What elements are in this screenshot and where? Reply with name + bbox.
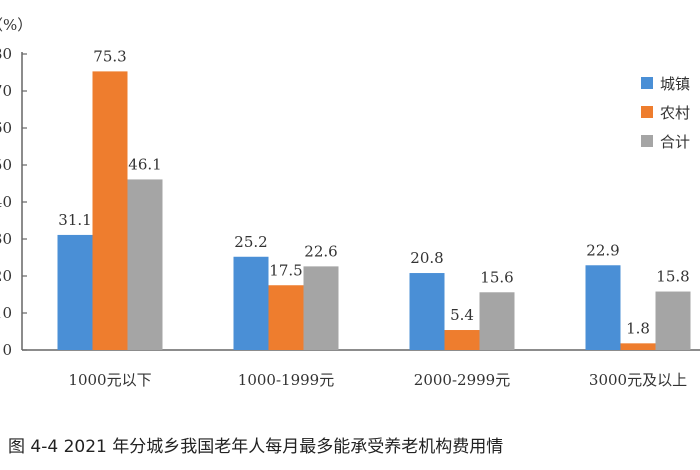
data-label: 75.3 xyxy=(93,47,126,65)
legend-label: 城镇 xyxy=(660,75,690,93)
data-label: 5.4 xyxy=(450,306,474,324)
data-label: 25.2 xyxy=(234,233,267,251)
x-tick-label: 2000-2999元 xyxy=(414,371,510,389)
y-tick-label: 40 xyxy=(0,193,12,211)
bar-城镇 xyxy=(585,265,621,350)
y-tick-label: 50 xyxy=(0,156,12,174)
legend-swatch xyxy=(641,77,653,89)
data-label: 22.9 xyxy=(586,241,619,259)
bar-合计 xyxy=(303,266,339,350)
bar-合计 xyxy=(127,179,163,350)
y-axis-label: （%） xyxy=(0,16,32,34)
x-tick-label: 1000元以下 xyxy=(68,371,151,389)
data-label: 15.6 xyxy=(480,268,513,286)
data-label: 17.5 xyxy=(269,261,302,279)
legend-label: 合计 xyxy=(660,133,690,151)
chart-title: 图 4-4 2021 年分城乡我国老年人每月最多能承受养老机构费用情 xyxy=(8,437,504,457)
y-tick-label: 70 xyxy=(0,82,12,100)
y-tick-label: 30 xyxy=(0,230,12,248)
bar-农村 xyxy=(92,71,128,350)
y-tick-label: 0 xyxy=(2,341,12,359)
y-tick-label: 60 xyxy=(0,119,12,137)
bar-合计 xyxy=(479,292,515,350)
legend-label: 农村 xyxy=(660,104,690,122)
bar-农村 xyxy=(620,343,656,350)
data-label: 46.1 xyxy=(128,155,161,173)
x-tick-label: 1000-1999元 xyxy=(238,371,334,389)
bar-城镇 xyxy=(57,234,93,350)
y-tick-label: 20 xyxy=(0,267,12,285)
bar-农村 xyxy=(444,330,480,350)
bar-合计 xyxy=(655,291,691,350)
legend-swatch xyxy=(641,135,653,147)
y-tick-label: 10 xyxy=(0,304,12,322)
data-label: 31.1 xyxy=(58,211,91,229)
bar-城镇 xyxy=(233,256,269,350)
x-tick-label: 3000元及以上 xyxy=(589,371,687,389)
data-label: 1.8 xyxy=(626,319,650,337)
bar-城镇 xyxy=(409,273,445,350)
bar-农村 xyxy=(268,285,304,350)
y-tick-label: 80 xyxy=(0,45,12,63)
data-label: 22.6 xyxy=(304,242,337,260)
data-label: 15.8 xyxy=(656,268,689,286)
legend-swatch xyxy=(641,106,653,118)
data-label: 20.8 xyxy=(410,249,443,267)
